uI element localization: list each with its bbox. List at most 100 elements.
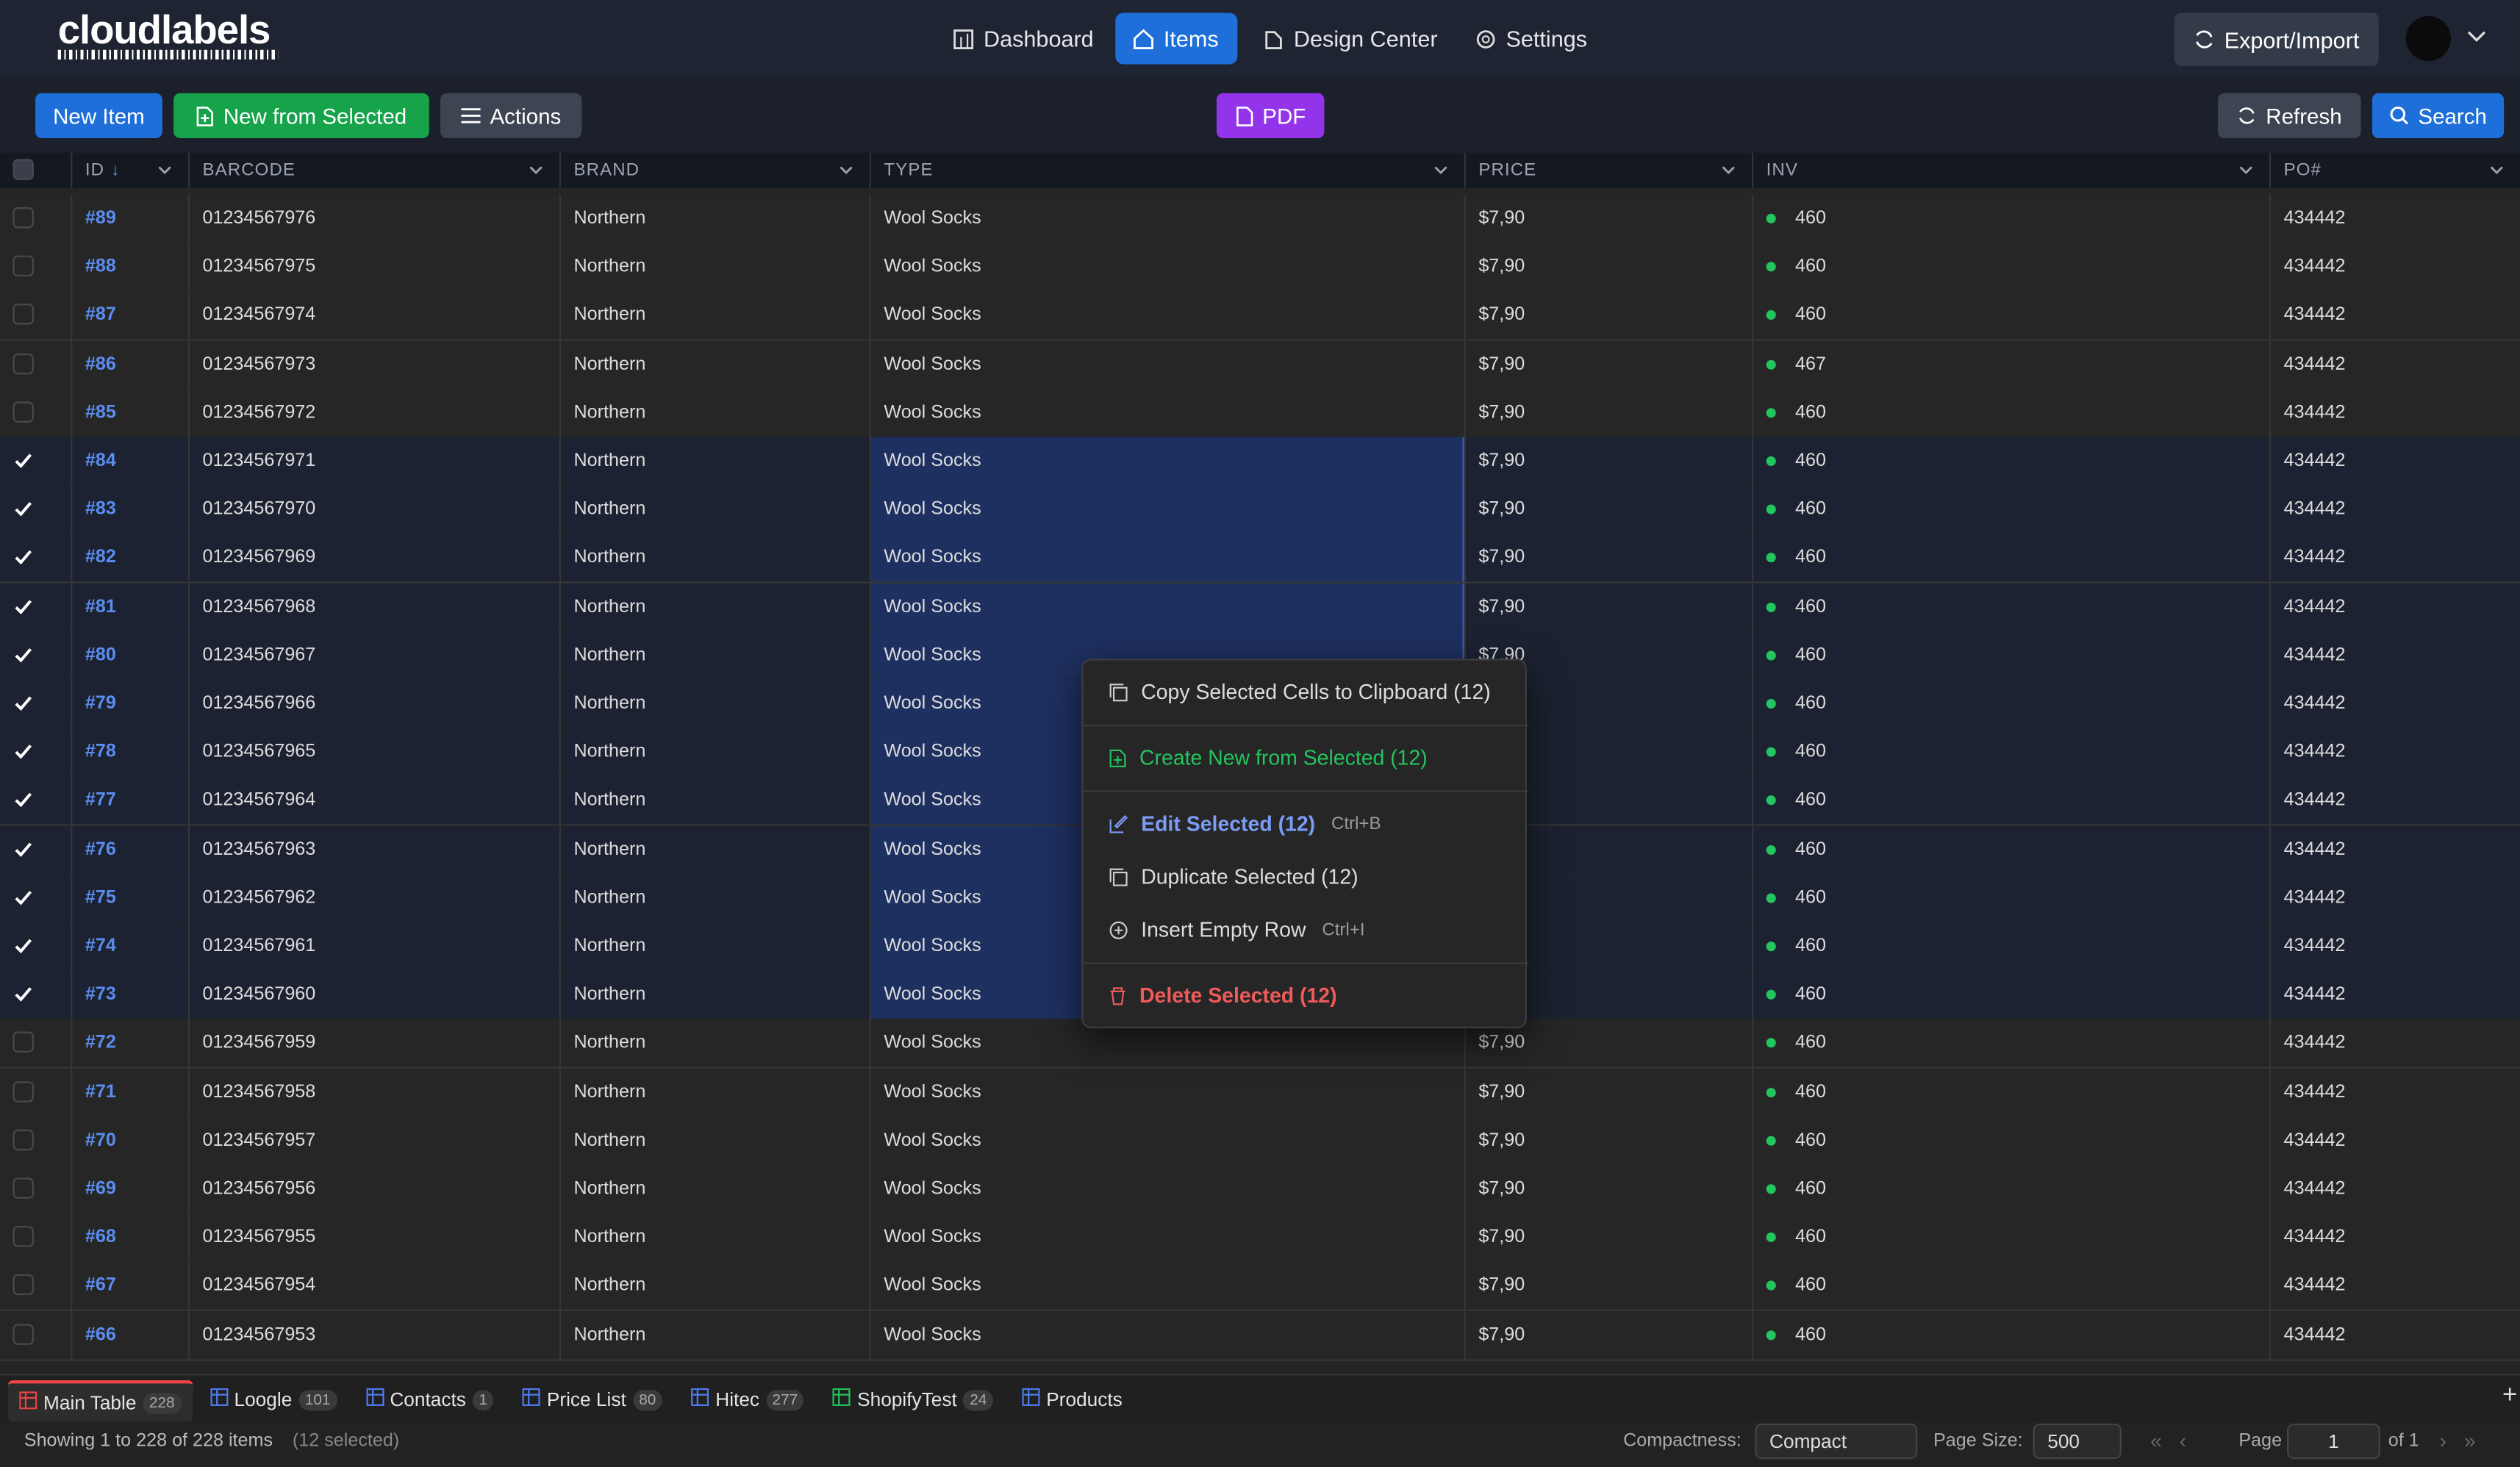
sheet-tab[interactable]: Loogle 101: [198, 1380, 348, 1418]
table-row[interactable]: #84 01234567971 Northern Wool Socks $7,90 460…: [0, 437, 2520, 487]
menu-delete[interactable]: Delete Selected (12): [1109, 983, 1337, 1008]
sheet-tab[interactable]: ShopifyTest 24: [822, 1380, 1004, 1418]
cell-inv: 460: [1751, 485, 2269, 534]
pager-arrows[interactable]: « ‹: [2150, 1428, 2187, 1453]
row-checkbox[interactable]: [12, 595, 33, 616]
input-value: 1: [2328, 1430, 2339, 1453]
cell-inv: 460: [1751, 1165, 2269, 1213]
cell-text: #84: [85, 451, 116, 471]
export-import-button[interactable]: Export/Import: [2174, 12, 2379, 66]
column-header[interactable]: ID ↓: [71, 152, 188, 188]
nav-dashboard[interactable]: Dashboard: [935, 12, 1111, 64]
sheet-tab[interactable]: Main Table 228: [7, 1380, 193, 1422]
row-checkbox[interactable]: [12, 838, 33, 858]
row-checkbox[interactable]: [12, 741, 33, 761]
table-row[interactable]: #85 01234567972 Northern Wool Socks $7,90 460…: [0, 388, 2520, 439]
menu-insert[interactable]: Insert Empty Row Ctrl+I: [1109, 917, 1365, 941]
pager-arrows[interactable]: › »: [2439, 1428, 2476, 1453]
row-checkbox[interactable]: [12, 1177, 34, 1199]
table-row[interactable]: #67 01234567954 Northern Wool Socks $7,90 460…: [0, 1262, 2520, 1312]
table-row[interactable]: #66 01234567953 Northern Wool Socks $7,90 460…: [0, 1310, 2520, 1360]
avatar-chevron[interactable]: [2467, 31, 2486, 43]
menu-duplicate[interactable]: Duplicate Selected (12): [1109, 864, 1359, 889]
column-header[interactable]: BARCODE: [187, 152, 559, 188]
column-header[interactable]: PRICE: [1464, 152, 1752, 188]
row-checkbox[interactable]: [12, 886, 33, 907]
menu-edit[interactable]: Edit Selected (12) Ctrl+B: [1109, 811, 1381, 836]
column-header[interactable]: INV: [1751, 152, 2269, 188]
table-row[interactable]: #83 01234567970 Northern Wool Socks $7,90 460…: [0, 485, 2520, 536]
table-row[interactable]: #86 01234567973 Northern Wool Socks $7,90 467…: [0, 340, 2520, 390]
sheet-tab[interactable]: Contacts 1: [354, 1380, 505, 1418]
tab-name: Price List: [546, 1388, 626, 1411]
table-row[interactable]: #87 01234567974 Northern Wool Socks $7,90 460…: [0, 291, 2520, 342]
row-checkbox[interactable]: [12, 1032, 34, 1053]
sheet-tab[interactable]: Hitec 277: [680, 1380, 815, 1418]
row-checkbox[interactable]: [12, 304, 34, 326]
refresh-button[interactable]: Refresh: [2217, 93, 2361, 139]
table-row[interactable]: #81 01234567968 Northern Wool Socks $7,90 460…: [0, 582, 2520, 633]
row-checkbox[interactable]: [12, 547, 33, 567]
table-row[interactable]: #89 01234567976 Northern Wool Socks $7,90 460…: [0, 194, 2520, 245]
search-button[interactable]: Search: [2372, 93, 2505, 139]
column-title: BARCODE: [202, 160, 296, 180]
row-checkbox[interactable]: [12, 401, 34, 423]
row-checkbox[interactable]: [12, 498, 33, 519]
table-row[interactable]: #88 01234567975 Northern Wool Socks $7,90 460…: [0, 243, 2520, 293]
new-from-selected-button[interactable]: New from Selected: [173, 93, 429, 139]
compactness-select[interactable]: Compact: [1755, 1423, 1918, 1460]
table-row[interactable]: #69 01234567956 Northern Wool Socks $7,90 460…: [0, 1165, 2520, 1215]
stock-dot: [1766, 893, 1776, 903]
page-size-select[interactable]: 500: [2033, 1423, 2122, 1460]
cell-po: 434442: [2269, 1116, 2520, 1165]
avatar[interactable]: [2405, 15, 2451, 62]
table-row[interactable]: #82 01234567969 Northern Wool Socks $7,90 460…: [0, 534, 2520, 584]
sheet-tab[interactable]: Products: [1011, 1380, 1134, 1418]
toolbar: New Item New from Selected Actions PDF R…: [0, 76, 2520, 153]
actions-button[interactable]: Actions: [440, 93, 582, 139]
row-checkbox[interactable]: [12, 1323, 34, 1344]
column-menu[interactable]: [157, 153, 172, 188]
row-checkbox[interactable]: [12, 1129, 34, 1150]
table-row[interactable]: #68 01234567955 Northern Wool Socks $7,90 460…: [0, 1213, 2520, 1263]
row-checkbox[interactable]: [12, 644, 33, 664]
row-checkbox[interactable]: [12, 353, 34, 374]
nav-items[interactable]: Items: [1115, 12, 1238, 65]
row-checkbox[interactable]: [12, 207, 34, 229]
column-menu[interactable]: [1433, 153, 1448, 188]
column-menu[interactable]: [2238, 153, 2253, 188]
column-menu[interactable]: [529, 153, 543, 188]
table-row[interactable]: #80 01234567967 Northern Wool Socks $7,90 460…: [0, 631, 2520, 681]
column-menu[interactable]: [2489, 153, 2504, 188]
column-header[interactable]: BRAND: [559, 152, 870, 188]
row-checkbox[interactable]: [12, 256, 34, 277]
cell-brand: Northern: [559, 340, 870, 389]
row-checkbox[interactable]: [12, 1226, 34, 1247]
column-header[interactable]: PO#: [2269, 152, 2520, 188]
column-header[interactable]: TYPE: [869, 152, 1464, 188]
row-checkbox[interactable]: [12, 1274, 34, 1296]
select-all-checkbox[interactable]: [12, 159, 34, 180]
table-row[interactable]: #71 01234567958 Northern Wool Socks $7,90 460…: [0, 1067, 2520, 1118]
add-tab[interactable]: +: [2502, 1382, 2518, 1410]
menu-create[interactable]: Create New from Selected (12): [1109, 745, 1428, 770]
sheet-tab[interactable]: Price List 80: [512, 1380, 674, 1418]
pdf-button[interactable]: PDF: [1216, 93, 1325, 139]
logo[interactable]: cloudlabels: [57, 7, 271, 54]
cell-text: #83: [85, 500, 116, 520]
row-checkbox[interactable]: [12, 935, 33, 955]
column-menu[interactable]: [839, 153, 853, 188]
row-checkbox[interactable]: [12, 789, 33, 810]
stock-dot: [1766, 359, 1776, 369]
row-checkbox[interactable]: [12, 692, 33, 713]
page-input[interactable]: 1: [2286, 1423, 2380, 1460]
nav-design-center[interactable]: Design Center: [1245, 12, 1455, 64]
nav-settings[interactable]: Settings: [1458, 12, 1605, 64]
row-checkbox[interactable]: [12, 1080, 34, 1102]
menu-copy[interactable]: Copy Selected Cells to Clipboard (12): [1109, 680, 1491, 704]
row-checkbox[interactable]: [12, 450, 33, 470]
column-menu[interactable]: [1721, 153, 1736, 188]
table-row[interactable]: #70 01234567957 Northern Wool Socks $7,90 460…: [0, 1116, 2520, 1166]
row-checkbox[interactable]: [12, 983, 33, 1004]
new-item-button[interactable]: New Item: [35, 93, 162, 139]
